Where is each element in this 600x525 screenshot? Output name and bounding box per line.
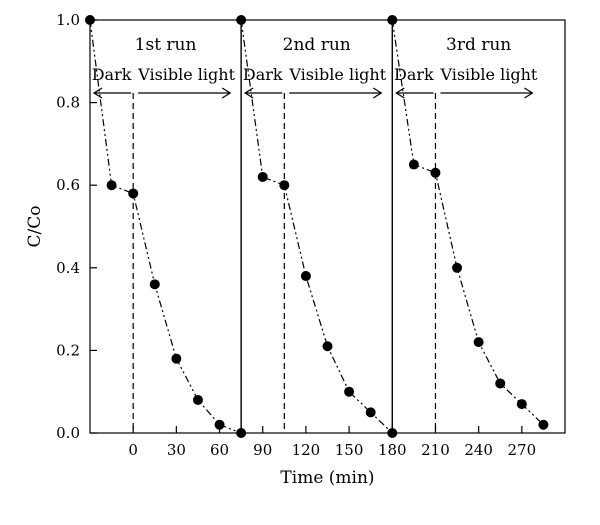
dark-label-1: Dark: [243, 65, 283, 84]
data-point-run3-3: [452, 262, 463, 273]
data-point-run2-5: [344, 386, 355, 397]
dark-label-2: Dark: [394, 65, 434, 84]
data-point-run2-0: [236, 15, 247, 25]
x-tick-label-3: 90: [253, 441, 272, 459]
data-point-run2-1: [257, 171, 268, 182]
x-tick-label-0: 0: [128, 441, 138, 459]
data-point-run1-7: [236, 428, 247, 438]
x-tick-label-1: 30: [167, 441, 186, 459]
run-label-2: 3rd run: [446, 35, 511, 55]
x-tick-label-2: 60: [210, 441, 229, 459]
data-point-run3-7: [538, 419, 549, 430]
dark-arrow-1: [244, 87, 283, 99]
light-arrow-0: [138, 87, 232, 99]
dark-arrow-0: [92, 87, 132, 99]
dark-arrow-2: [395, 87, 434, 99]
tick-layer: 0.0 0.2 0.4 0.6 0.8 1.0 0 30 60 90 120 150 180 210 240…: [56, 11, 538, 459]
light-label-1: Visible light: [288, 65, 386, 84]
x-tick-label-5: 150: [335, 441, 364, 459]
y-tick-label-2: 0.4: [56, 259, 80, 277]
data-point-run2-4: [322, 341, 333, 352]
data-point-run1-2: [128, 188, 139, 199]
data-point-run3-2: [430, 167, 441, 178]
data-point-run3-4: [473, 337, 484, 348]
run-label-0: 1st run: [135, 35, 197, 55]
x-tick-label-4: 120: [292, 441, 321, 459]
plot-frame: [89, 19, 566, 434]
x-tick-label-9: 270: [507, 441, 536, 459]
y-tick-label-5: 1.0: [56, 11, 80, 29]
y-axis-title: C/Co: [25, 206, 45, 248]
y-tick-label-0: 0.0: [56, 424, 80, 442]
data-point-run1-4: [171, 353, 182, 364]
data-point-run1-3: [149, 279, 160, 290]
x-tick-label-6: 180: [378, 441, 407, 459]
data-point-run1-1: [106, 180, 117, 191]
run-label-1: 2nd run: [283, 35, 351, 55]
plot-border: [89, 19, 566, 434]
marker-layer: [85, 15, 549, 438]
x-axis-title: Time (min): [280, 468, 374, 488]
light-label-0: Visible light: [137, 65, 235, 84]
dark-label-0: Dark: [92, 65, 132, 84]
data-point-run3-6: [516, 399, 527, 410]
data-point-run3-5: [495, 378, 506, 389]
light-label-2: Visible light: [439, 65, 537, 84]
data-point-run1-6: [214, 419, 225, 430]
data-point-run3-1: [408, 159, 419, 170]
light-arrow-1: [289, 87, 383, 99]
y-tick-label-1: 0.2: [56, 341, 80, 359]
x-tick-label-7: 210: [421, 441, 450, 459]
x-tick-label-8: 240: [464, 441, 493, 459]
y-tick-label-3: 0.6: [56, 176, 80, 194]
light-arrow-2: [440, 87, 534, 99]
data-point-run3-0: [387, 15, 398, 25]
data-point-run2-6: [365, 407, 376, 418]
y-tick-label-4: 0.8: [56, 94, 80, 112]
data-point-run2-2: [279, 180, 290, 191]
data-point-run2-3: [300, 271, 311, 282]
data-point-run1-5: [192, 394, 203, 405]
